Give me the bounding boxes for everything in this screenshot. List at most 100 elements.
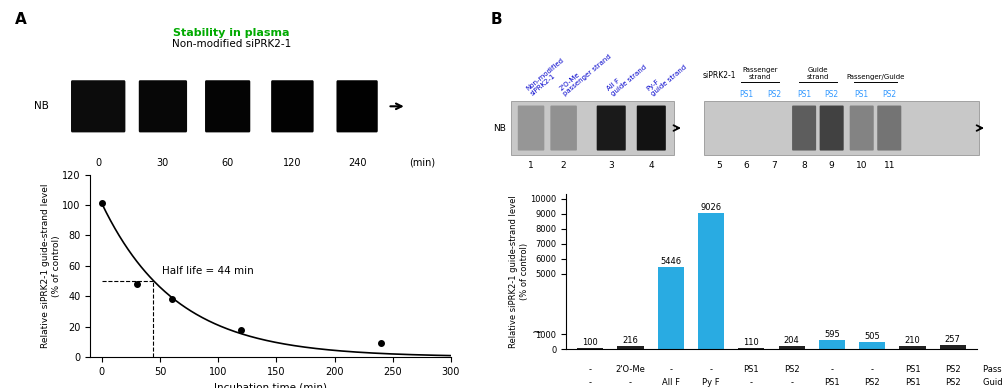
- Text: Passenger/Guide: Passenger/Guide: [847, 74, 905, 80]
- Text: PS2: PS2: [825, 90, 839, 99]
- Text: Non-modified
siPRK2-1: Non-modified siPRK2-1: [525, 57, 569, 97]
- FancyBboxPatch shape: [637, 106, 665, 151]
- Text: All F
guide strand: All F guide strand: [605, 59, 647, 97]
- Bar: [900, 346, 926, 349]
- Text: 3: 3: [608, 161, 614, 170]
- FancyBboxPatch shape: [850, 106, 874, 151]
- FancyBboxPatch shape: [139, 80, 187, 132]
- Text: 216: 216: [622, 336, 638, 345]
- Text: -: -: [709, 365, 712, 374]
- Text: -: -: [589, 365, 592, 374]
- Text: Passenger strand: Passenger strand: [983, 365, 1002, 374]
- FancyBboxPatch shape: [550, 106, 577, 151]
- Text: -: -: [791, 378, 794, 387]
- X-axis label: Incubation time (min): Incubation time (min): [214, 382, 327, 388]
- Text: PS2: PS2: [784, 365, 800, 374]
- Text: -: -: [629, 378, 632, 387]
- Bar: [779, 346, 805, 349]
- Bar: [940, 345, 966, 349]
- Y-axis label: Relative siPRK2-1 guide-strand level
(% of control): Relative siPRK2-1 guide-strand level (% …: [509, 195, 529, 348]
- Text: Passenger
strand: Passenger strand: [742, 67, 778, 80]
- Text: 120: 120: [284, 158, 302, 168]
- FancyBboxPatch shape: [337, 80, 378, 132]
- Text: 2: 2: [561, 161, 566, 170]
- Bar: [511, 101, 673, 155]
- Text: -: -: [589, 378, 592, 387]
- Text: 210: 210: [905, 336, 921, 345]
- Bar: [657, 267, 684, 349]
- Text: PS2: PS2: [945, 365, 961, 374]
- Text: 7: 7: [772, 161, 777, 170]
- Bar: [617, 346, 643, 349]
- Text: PS2: PS2: [882, 90, 897, 99]
- Text: PS1: PS1: [743, 365, 760, 374]
- Text: 240: 240: [348, 158, 367, 168]
- FancyBboxPatch shape: [205, 80, 250, 132]
- Text: 5: 5: [716, 161, 721, 170]
- Text: 9026: 9026: [700, 203, 721, 212]
- Text: (min): (min): [409, 158, 435, 168]
- Text: PS1: PS1: [739, 90, 754, 99]
- Text: PS1: PS1: [824, 378, 840, 387]
- Y-axis label: Relative siPRK2-1 guide-strand level
(% of control): Relative siPRK2-1 guide-strand level (% …: [41, 184, 60, 348]
- Text: 110: 110: [743, 338, 760, 346]
- Text: 505: 505: [865, 332, 880, 341]
- Text: PS2: PS2: [945, 378, 961, 387]
- Text: 204: 204: [784, 336, 800, 345]
- Text: -: -: [669, 365, 672, 374]
- Text: Half life = 44 min: Half life = 44 min: [162, 267, 255, 276]
- Text: -: -: [831, 365, 834, 374]
- Text: -: -: [749, 378, 753, 387]
- FancyBboxPatch shape: [272, 80, 314, 132]
- Text: NB: NB: [34, 101, 49, 111]
- FancyBboxPatch shape: [878, 106, 902, 151]
- Bar: [819, 340, 845, 349]
- Text: PS1: PS1: [905, 365, 920, 374]
- Text: B: B: [491, 12, 503, 27]
- Text: Py-F
guide strand: Py-F guide strand: [645, 59, 687, 97]
- Text: Incubation time: Incubation time: [201, 185, 284, 195]
- Text: siPRK2-1: siPRK2-1: [702, 71, 735, 80]
- Text: PS1: PS1: [797, 90, 812, 99]
- Text: 2'O-Me
passenger strand: 2'O-Me passenger strand: [558, 48, 612, 97]
- Text: 9: 9: [829, 161, 835, 170]
- Text: 60: 60: [221, 158, 233, 168]
- Text: $\sim$: $\sim$: [528, 325, 542, 338]
- Text: Stability in plasma: Stability in plasma: [173, 28, 290, 38]
- Text: NB: NB: [493, 123, 506, 133]
- Text: A: A: [15, 12, 27, 27]
- Text: 5446: 5446: [660, 257, 681, 266]
- Text: 4: 4: [648, 161, 654, 170]
- Bar: [703, 101, 979, 155]
- Text: 257: 257: [945, 335, 961, 345]
- Text: 0: 0: [95, 158, 101, 168]
- Text: Guide
strand: Guide strand: [807, 67, 829, 80]
- Text: 10: 10: [856, 161, 868, 170]
- Text: 2'O-Me: 2'O-Me: [615, 365, 645, 374]
- Text: 1: 1: [528, 161, 534, 170]
- Text: 100: 100: [582, 338, 598, 347]
- Text: PS2: PS2: [767, 90, 782, 99]
- Text: 595: 595: [824, 330, 840, 340]
- Text: Py F: Py F: [702, 378, 720, 387]
- Text: 8: 8: [802, 161, 807, 170]
- Text: -: -: [871, 365, 874, 374]
- Text: 30: 30: [156, 158, 169, 168]
- Text: All F: All F: [662, 378, 679, 387]
- Text: PS1: PS1: [905, 378, 920, 387]
- Bar: [577, 348, 603, 349]
- Bar: [738, 348, 765, 349]
- FancyBboxPatch shape: [820, 106, 844, 151]
- Bar: [698, 213, 724, 349]
- FancyBboxPatch shape: [518, 106, 544, 151]
- FancyBboxPatch shape: [793, 106, 816, 151]
- Text: Guide strand: Guide strand: [983, 378, 1002, 387]
- FancyBboxPatch shape: [597, 106, 625, 151]
- Text: Non-modified siPRK2-1: Non-modified siPRK2-1: [171, 39, 292, 49]
- Text: PS1: PS1: [855, 90, 869, 99]
- FancyBboxPatch shape: [71, 80, 125, 132]
- Text: 11: 11: [884, 161, 895, 170]
- Bar: [859, 341, 886, 349]
- Text: 6: 6: [743, 161, 749, 170]
- Text: PS2: PS2: [865, 378, 880, 387]
